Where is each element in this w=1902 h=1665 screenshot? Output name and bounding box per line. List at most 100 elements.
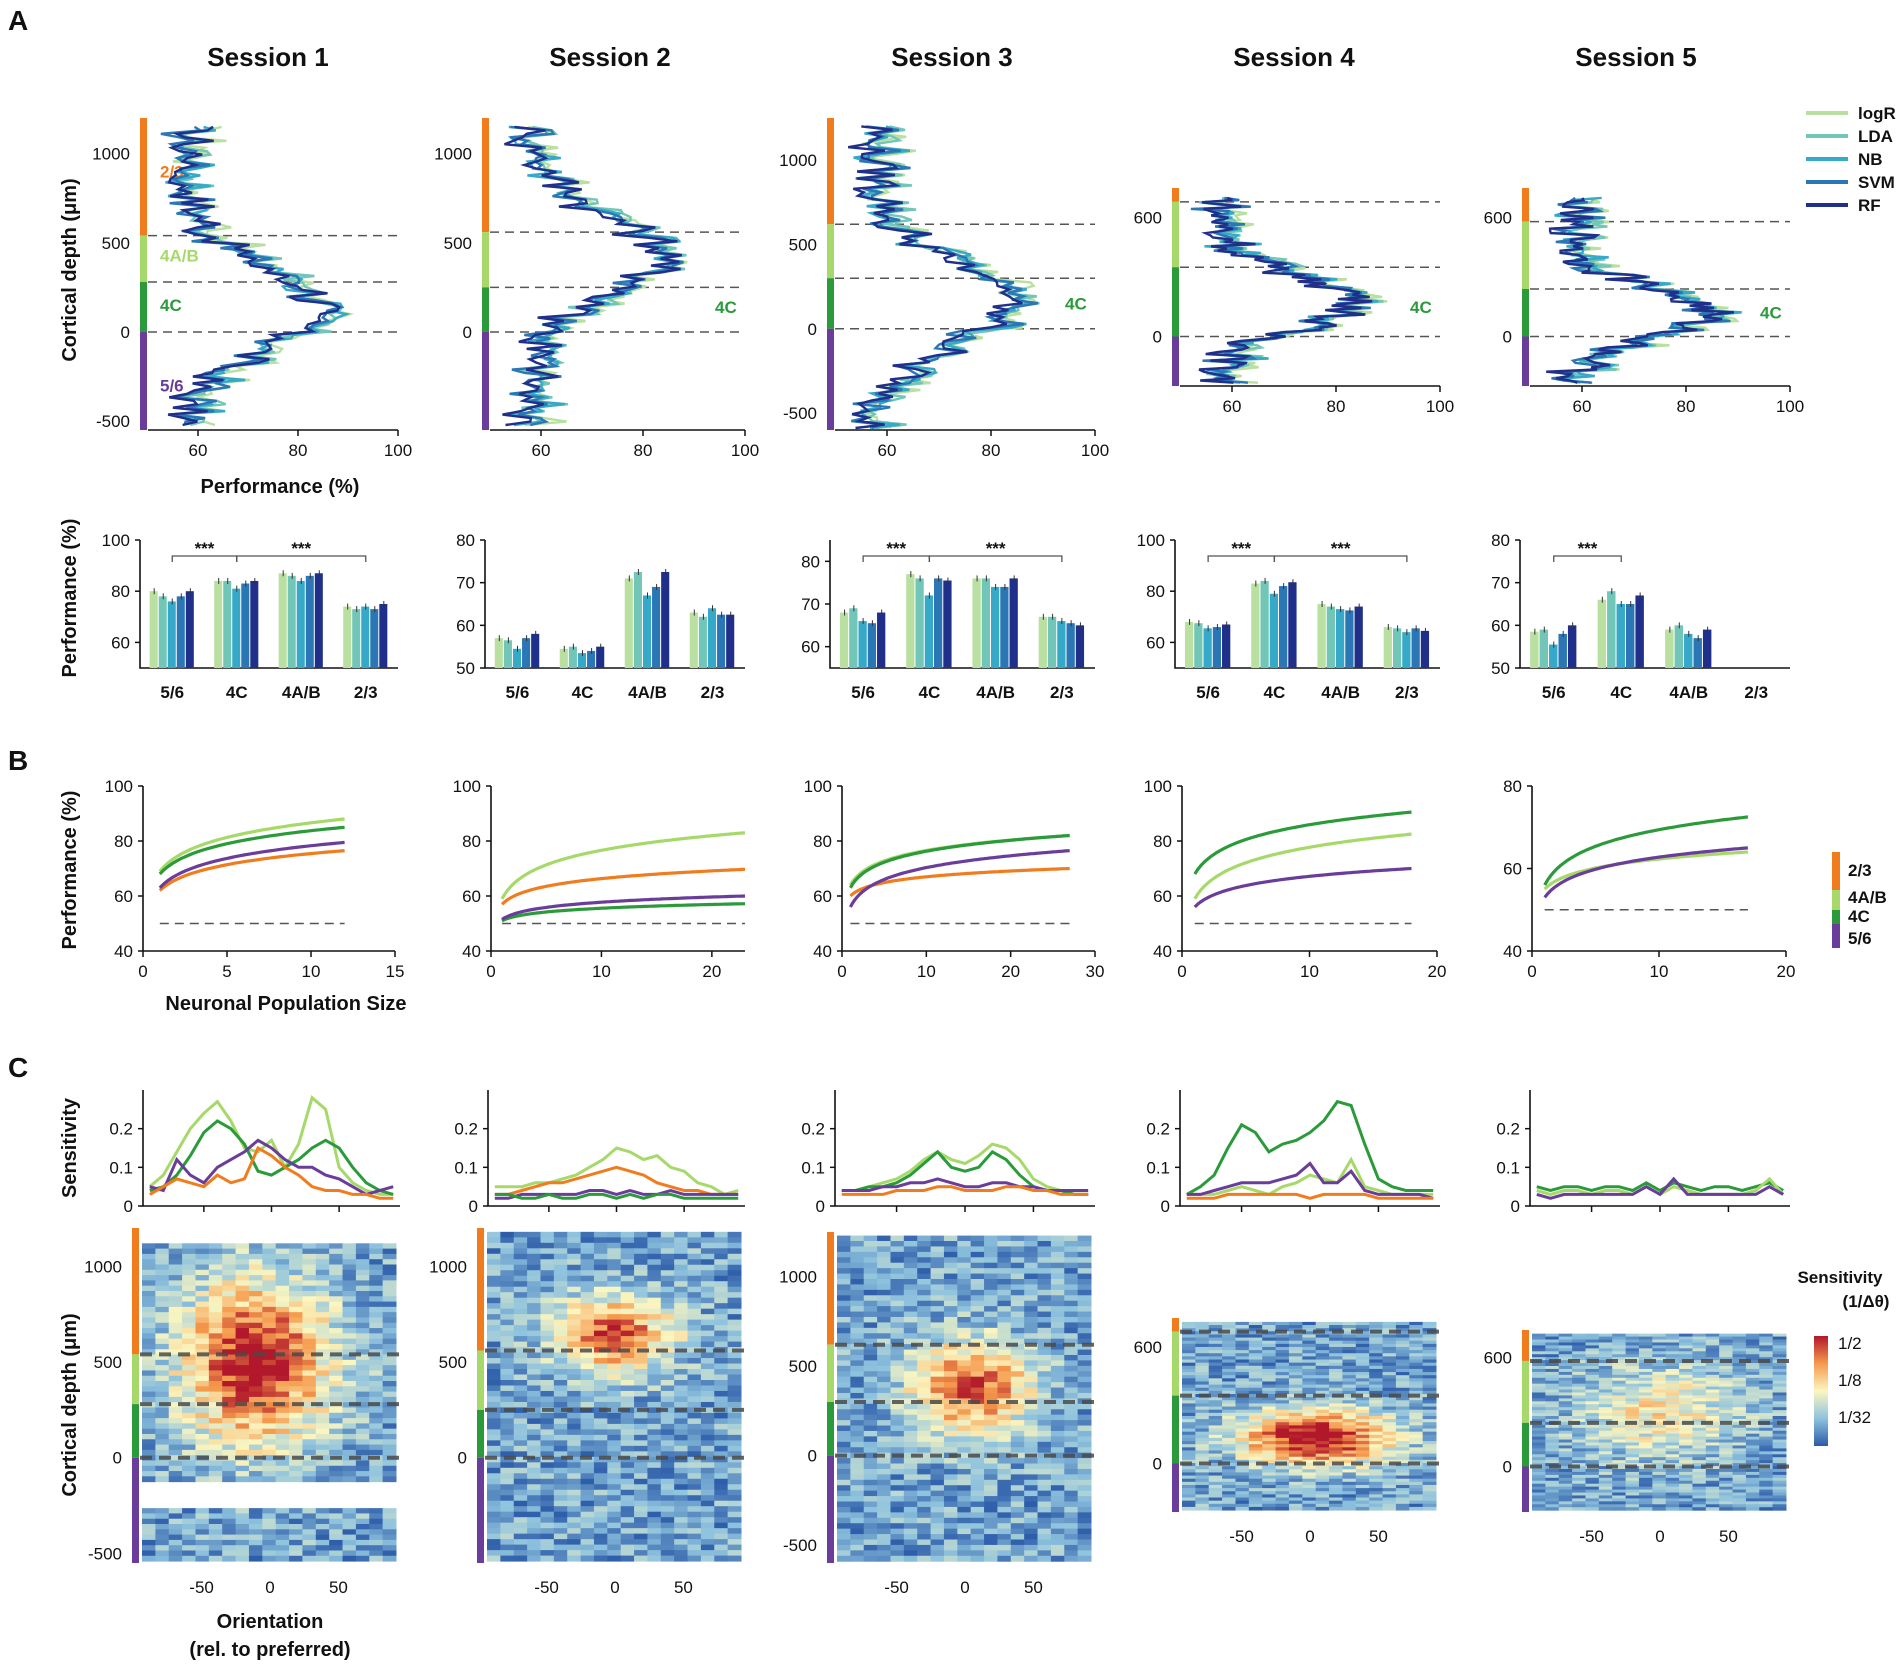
- heatmap-cell: [997, 1311, 1012, 1318]
- heatmap-cell: [1302, 1484, 1317, 1489]
- heatmap-cell: [1369, 1368, 1384, 1373]
- heatmap-cell: [222, 1365, 237, 1371]
- heatmap-cell: [634, 1456, 648, 1463]
- heatmap-cell: [155, 1449, 170, 1456]
- heatmap-cell: [275, 1338, 290, 1345]
- heatmap-cell: [369, 1359, 384, 1366]
- heatmap-cell: [837, 1436, 851, 1443]
- heatmap-cell: [580, 1412, 595, 1419]
- bar-nb: [512, 648, 522, 668]
- heatmap-cell: [195, 1253, 210, 1260]
- heatmap-cell: [315, 1508, 330, 1514]
- heatmap-cell: [527, 1500, 541, 1507]
- heatmap-cell: [647, 1330, 662, 1337]
- heatmap-cell: [527, 1319, 541, 1326]
- heatmap-cell: [1422, 1390, 1437, 1395]
- heatmap-cell: [1422, 1441, 1437, 1445]
- heatmap-cell: [487, 1231, 501, 1238]
- heatmap-cell: [1262, 1353, 1277, 1357]
- heatmap-cell: [1235, 1375, 1250, 1379]
- heatmap-cell: [634, 1231, 648, 1238]
- heatmap-cell: [168, 1259, 183, 1265]
- heatmap-cell: [1037, 1485, 1052, 1492]
- heatmap-cell: [567, 1440, 582, 1447]
- heatmap-cell: [850, 1539, 865, 1546]
- heatmap-cell: [1342, 1450, 1357, 1455]
- heatmap-cell: [208, 1264, 223, 1271]
- heatmap-cell: [1024, 1284, 1039, 1291]
- heatmap-cell: [567, 1484, 582, 1491]
- heatmap-cell: [1329, 1406, 1343, 1411]
- heatmap-cell: [674, 1539, 689, 1546]
- heatmap-cell: [155, 1264, 170, 1271]
- heatmap-cell: [660, 1390, 675, 1397]
- heatmap-cell: [275, 1312, 290, 1318]
- heatmap-cell: [342, 1412, 357, 1419]
- heatmap-cell: [527, 1292, 541, 1299]
- heatmap-cell: [580, 1445, 595, 1452]
- bar-lda: [1326, 606, 1335, 668]
- heatmap-cell: [1315, 1412, 1330, 1417]
- heatmap-cell: [1050, 1251, 1065, 1258]
- heatmap-cell: [647, 1412, 662, 1419]
- heatmap-cell: [580, 1517, 595, 1524]
- heatmap-cell: [997, 1501, 1012, 1508]
- heatmap-cell: [1235, 1346, 1250, 1351]
- heatmap-cell: [700, 1231, 715, 1238]
- heatmap-cell: [355, 1465, 370, 1472]
- heatmap-cell: [527, 1555, 541, 1562]
- heatmap-cell: [634, 1363, 648, 1370]
- heatmap-cell: [850, 1436, 865, 1443]
- heatmap-cell: [674, 1319, 689, 1326]
- heatmap-cell: [355, 1306, 370, 1313]
- heatmap-cell: [235, 1428, 250, 1435]
- heatmap-cell: [1077, 1387, 1092, 1394]
- heatmap-cell: [1342, 1481, 1357, 1486]
- heatmap-cell: [970, 1251, 985, 1258]
- heatmap-cell: [540, 1423, 555, 1430]
- heatmap-cell: [863, 1517, 878, 1524]
- heatmap-cell: [1010, 1235, 1025, 1242]
- heatmap-cell: [1195, 1472, 1210, 1477]
- heatmap-cell: [1395, 1400, 1410, 1404]
- heatmap-cell: [302, 1524, 317, 1530]
- heatmap-cell: [262, 1328, 277, 1334]
- heatmap-cell: [850, 1501, 865, 1508]
- heatmap-cell: [1395, 1346, 1410, 1351]
- heatmap-cell: [674, 1423, 689, 1430]
- heatmap-cell: [208, 1280, 223, 1287]
- heatmap-cell: [248, 1545, 263, 1551]
- heatmap-cell: [342, 1343, 357, 1350]
- heatmap-cell: [674, 1253, 689, 1260]
- heatmap-1-strip-4c: [132, 1404, 139, 1458]
- heatmap-cell: [647, 1528, 662, 1535]
- heatmap-cell: [1064, 1512, 1079, 1519]
- heatmap-cell: [262, 1508, 277, 1514]
- heatmap-cell: [567, 1336, 582, 1343]
- heatmap-cell: [1024, 1474, 1039, 1481]
- heatmap-cell: [1050, 1441, 1065, 1448]
- heatmap-cell: [890, 1430, 905, 1437]
- heatmap-cell: [607, 1467, 622, 1474]
- heatmap-cell: [1288, 1431, 1303, 1436]
- heatmap-cell: [289, 1285, 303, 1292]
- heatmap-cell: [607, 1434, 622, 1441]
- heatmap-cell: [647, 1369, 662, 1376]
- heatmap-cell: [850, 1235, 865, 1242]
- heatmap-cell: [1302, 1422, 1317, 1426]
- heatmap-cell: [553, 1478, 568, 1485]
- heatmap-cell: [890, 1550, 905, 1557]
- layer-legend: 2/3 4A/B 4C 5/6: [1832, 852, 1887, 948]
- heatmap-cell: [917, 1382, 932, 1389]
- heatmap-cell: [1248, 1415, 1263, 1420]
- heatmap-cell: [593, 1374, 608, 1381]
- heatmap-cell: [943, 1251, 958, 1258]
- heatmap-cell: [647, 1462, 662, 1469]
- heatmap-cell: [168, 1269, 183, 1276]
- heatmap-cell: [1222, 1350, 1236, 1354]
- heatmap-cell: [714, 1451, 729, 1458]
- heatmap-cell: [382, 1524, 397, 1530]
- heatmap-cell: [660, 1242, 675, 1249]
- heatmap-cell: [1395, 1453, 1410, 1458]
- heatmap-cell: [1422, 1397, 1437, 1401]
